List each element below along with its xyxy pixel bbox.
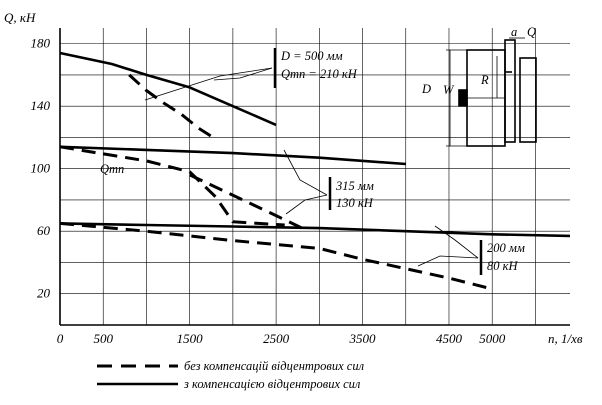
y-tick-label: 180 (31, 36, 51, 51)
rotor-sketch (446, 37, 537, 147)
x-tick-label: 500 (93, 331, 113, 346)
x-tick-label: 5000 (479, 331, 506, 346)
y-tick-labels: 20 60 100 140 180 (31, 36, 51, 301)
y-tick-label: 140 (31, 98, 51, 113)
legend-solid-label: з компенсацією відцентрових сил (183, 377, 361, 391)
annotation-d315-line2: 130 кН (336, 196, 374, 210)
series-line-d315-dashed (59, 145, 285, 227)
series-line-d315-dashed (189, 173, 303, 230)
axes (59, 28, 570, 326)
annotation-d200-line1: 200 мм (487, 241, 525, 255)
y-axis-label: Q, кН (4, 10, 36, 25)
annotation-d200-line2: 80 кН (487, 259, 518, 273)
annotation-leaders (144, 48, 483, 275)
sketch-label-D: D (421, 82, 431, 96)
sketch-label-Q: Q (527, 25, 536, 39)
y-tick-label: 60 (37, 223, 51, 238)
y-tick-label: 20 (37, 286, 51, 301)
annotation-d500-line2: Qтп = 210 кН (281, 67, 358, 81)
sketch-label-R: R (480, 73, 489, 87)
annotation-d500-line1: D = 500 мм (280, 49, 343, 63)
sketch-label-W: W (443, 83, 455, 97)
x-tick-label: 0 (57, 331, 64, 346)
x-tick-label: 2500 (263, 331, 290, 346)
legend: без компенсацій відцентрових сил з компе… (97, 359, 365, 391)
annotation-d315-line1: 315 мм (335, 179, 374, 193)
series-line-d200-solid (59, 222, 571, 238)
y-tick-label: 100 (31, 161, 51, 176)
series-line-d500-dashed (128, 73, 217, 141)
x-tick-label: 4500 (436, 331, 463, 346)
legend-dashed-label: без компенсацій відцентрових сил (184, 359, 365, 373)
series-layer (59, 51, 571, 291)
sketch-label-a: a (511, 25, 517, 39)
x-tick-label: 3500 (349, 331, 377, 346)
annotation-q-label: Qтп (100, 162, 124, 176)
x-axis-label: n, 1/хв (548, 331, 583, 346)
series-line-d500-solid (59, 51, 277, 127)
series-line-d315-solid (59, 145, 406, 166)
x-tick-labels: 0 500 1500 2500 3500 4500 5000 (57, 331, 506, 346)
x-tick-label: 1500 (177, 331, 204, 346)
